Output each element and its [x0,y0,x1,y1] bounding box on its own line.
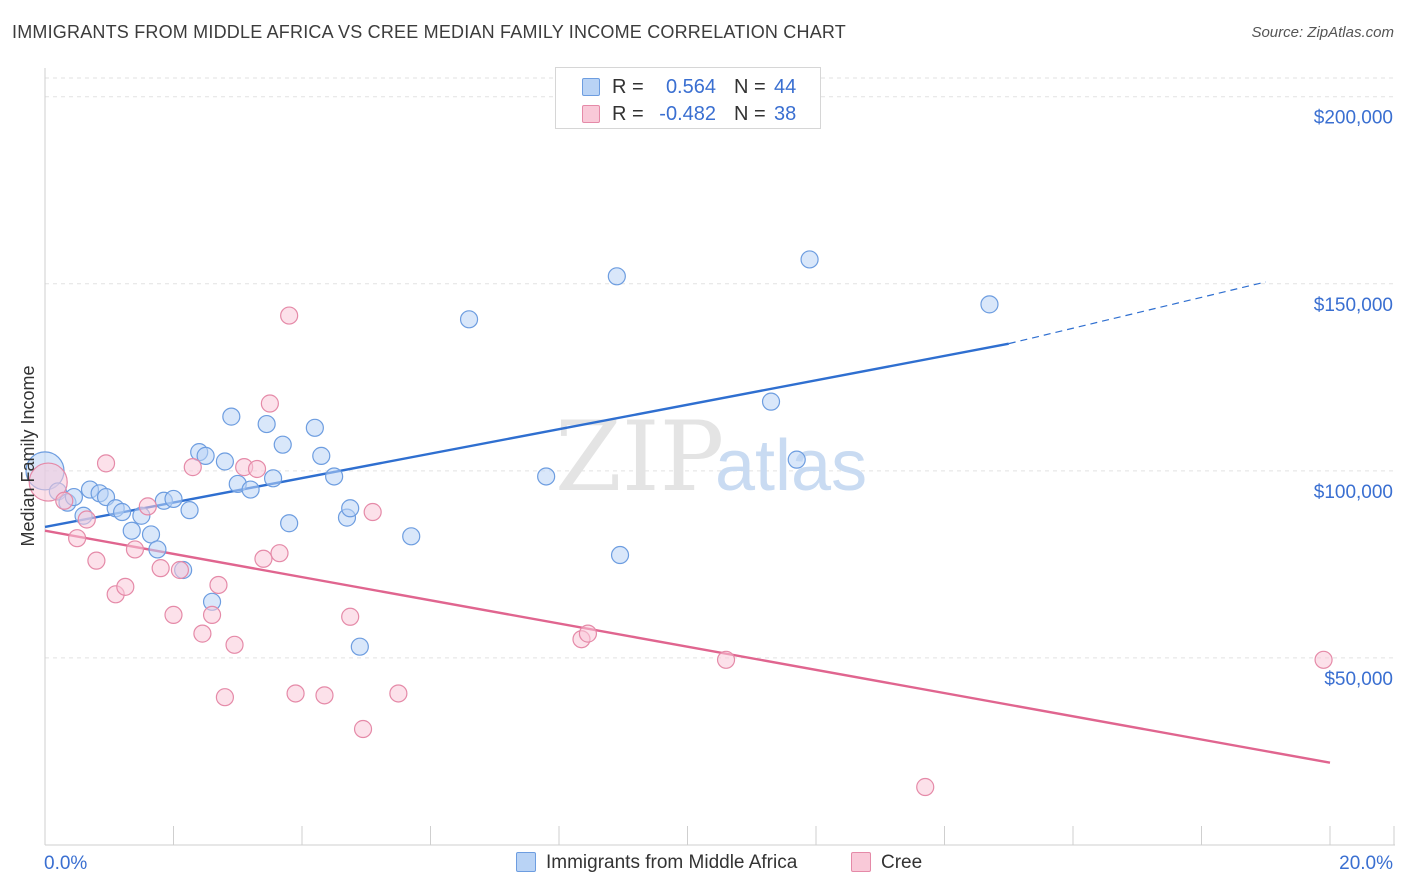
point-cree [254,549,273,568]
trendline-immigrants [44,342,1009,529]
point-immigrants [280,514,299,533]
y-tick-label: $50,000 [1324,669,1393,690]
point-immigrants [402,527,421,546]
point-cree [77,510,96,529]
point-immigrants [607,267,626,286]
y-tick-label: $200,000 [1314,108,1393,129]
point-cree [87,551,106,570]
legend-row-immigrants: R = 0.564 N = 44 [556,74,822,100]
point-cree [363,502,382,522]
point-immigrants [141,525,161,544]
point-cree [260,394,279,413]
legend-r-value: 0.564 [665,76,716,98]
point-cree [1314,650,1333,669]
grid-lines [45,77,1395,659]
point-cree [578,624,598,643]
x-max-label: 20.0% [1339,853,1393,874]
point-immigrants [148,540,167,559]
legend-r-value: -0.482 [659,103,716,125]
point-cree [193,624,212,643]
point-immigrants [180,501,199,520]
data-points [25,250,1333,797]
point-immigrants [241,480,260,499]
y-tick-label: $150,000 [1314,295,1393,316]
point-immigrants [537,467,556,486]
point-immigrants [610,545,630,565]
point-cree [164,605,183,625]
point-immigrants [196,446,215,465]
point-immigrants [164,489,183,509]
point-immigrants [305,418,324,437]
point-immigrants [800,250,819,269]
point-immigrants [761,392,781,411]
point-cree [151,559,170,578]
point-cree [170,560,190,580]
source-label: Source: ZipAtlas.com [1251,24,1394,41]
bottom-legend-label-immigrants: Immigrants from Middle Africa [546,852,798,873]
bottom-legend-cree: Cree [851,852,922,874]
legend-r-label: R = [612,103,644,125]
bottom-legend-immigrants: Immigrants from Middle Africa [516,852,797,874]
y-axis-title: Median Family Income [18,365,38,546]
trendline-cree [44,529,1331,764]
watermark: ZIP atlas [555,401,867,513]
point-immigrants [112,502,132,522]
point-cree [68,529,87,548]
legend-n-value: 38 [774,103,797,125]
x-min-label: 0.0% [44,853,87,874]
point-cree [315,686,334,705]
point-immigrants [980,295,999,314]
watermark-zip: ZIP [555,401,724,513]
point-immigrants [257,414,276,434]
point-cree [202,605,222,625]
point-cree [280,306,299,325]
legend-row-cree: R = -0.482 N = 38 [556,101,822,127]
legend-n-label: N = [734,103,766,125]
trendline-extension-immigrants [1008,281,1266,345]
point-cree [215,688,234,707]
point-immigrants [787,450,806,469]
point-immigrants [222,407,241,426]
correlation-legend: R = 0.564 N = 44 R = -0.482 N = 38 [555,67,821,129]
point-cree [28,462,68,502]
point-cree [138,497,157,516]
point-cree [916,777,935,797]
point-cree [125,540,145,559]
legend-swatch-pink [582,105,600,123]
point-immigrants [459,310,479,329]
point-cree [341,607,360,626]
bottom-legend-swatch-blue [516,852,536,872]
legend-swatch-blue [582,78,600,96]
bottom-legend-label-cree: Cree [881,852,923,873]
point-cree [286,684,305,703]
point-immigrants [325,467,344,486]
axis-labels: $50,000 $100,000 $150,000 $200,000 0.0% 20.0%… [18,108,1393,874]
point-cree [225,635,244,654]
trend-lines [44,281,1331,764]
legend-n-value: 44 [774,76,797,98]
point-cree [270,544,289,563]
point-immigrants [263,469,283,488]
bottom-legend-swatch-pink [851,852,871,872]
legend-r-label: R = [612,76,644,98]
point-cree [183,458,202,477]
y-tick-label: $100,000 [1314,482,1393,503]
point-immigrants [215,452,234,471]
point-immigrants [273,435,292,454]
point-cree [353,719,373,739]
point-cree [716,650,736,669]
point-cree [247,459,267,479]
point-cree [116,577,135,596]
point-cree [389,684,408,703]
point-cree [55,491,74,510]
point-immigrants [341,499,360,518]
point-immigrants [122,521,141,540]
point-cree [96,454,116,473]
point-cree [209,575,228,595]
chart-title: IMMIGRANTS FROM MIDDLE AFRICA VS CREE ME… [12,22,846,42]
point-immigrants [312,446,331,465]
point-immigrants [350,637,369,656]
legend-n-label: N = [734,76,766,98]
